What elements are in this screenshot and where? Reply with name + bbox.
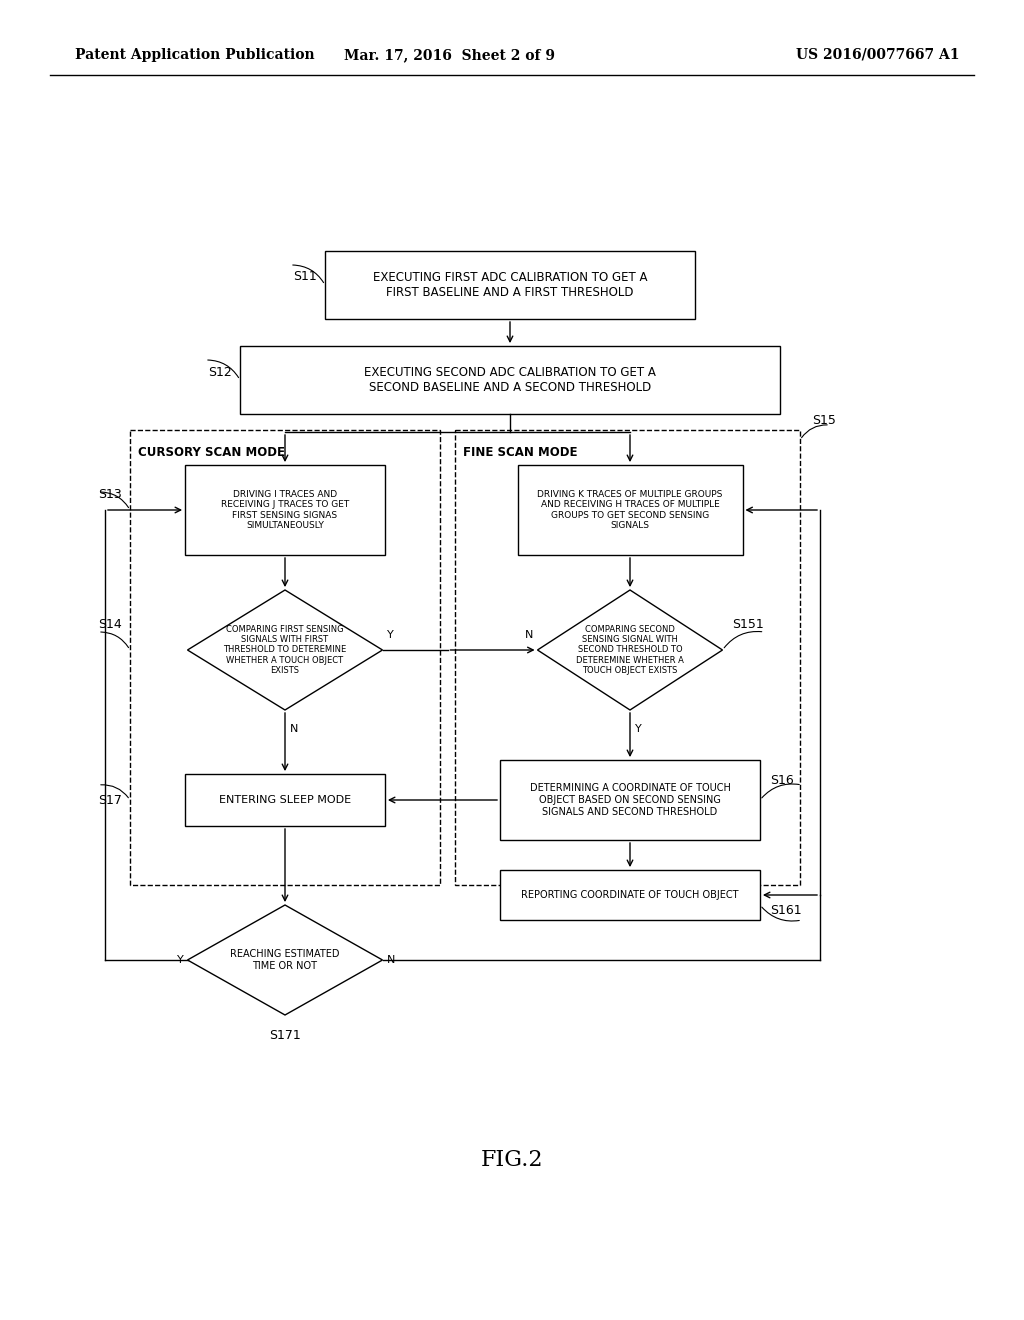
Text: N: N — [290, 723, 298, 734]
Text: REACHING ESTIMATED
TIME OR NOT: REACHING ESTIMATED TIME OR NOT — [230, 949, 340, 970]
Text: S13: S13 — [98, 488, 122, 502]
Polygon shape — [538, 590, 723, 710]
Text: Y: Y — [386, 630, 393, 640]
FancyBboxPatch shape — [240, 346, 780, 414]
Polygon shape — [187, 906, 383, 1015]
FancyBboxPatch shape — [185, 465, 385, 554]
Text: CURSORY SCAN MODE: CURSORY SCAN MODE — [138, 446, 285, 459]
Text: FINE SCAN MODE: FINE SCAN MODE — [463, 446, 578, 459]
Text: EXECUTING FIRST ADC CALIBRATION TO GET A
FIRST BASELINE AND A FIRST THRESHOLD: EXECUTING FIRST ADC CALIBRATION TO GET A… — [373, 271, 647, 300]
Text: S11: S11 — [293, 271, 317, 284]
Text: COMPARING SECOND
SENSING SIGNAL WITH
SECOND THRESHOLD TO
DETEREMINE WHETHER A
TO: COMPARING SECOND SENSING SIGNAL WITH SEC… — [577, 624, 684, 676]
Text: S151: S151 — [732, 619, 764, 631]
Text: FIG.2: FIG.2 — [480, 1148, 544, 1171]
Text: ENTERING SLEEP MODE: ENTERING SLEEP MODE — [219, 795, 351, 805]
Text: EXECUTING SECOND ADC CALIBRATION TO GET A
SECOND BASELINE AND A SECOND THRESHOLD: EXECUTING SECOND ADC CALIBRATION TO GET … — [365, 366, 656, 393]
Text: COMPARING FIRST SENSING
SIGNALS WITH FIRST
THRESHOLD TO DETEREMINE
WHETHER A TOU: COMPARING FIRST SENSING SIGNALS WITH FIR… — [223, 624, 347, 676]
Text: Y: Y — [177, 954, 183, 965]
Text: S15: S15 — [812, 413, 836, 426]
Text: S14: S14 — [98, 619, 122, 631]
FancyBboxPatch shape — [500, 760, 760, 840]
Text: N: N — [525, 630, 534, 640]
Polygon shape — [187, 590, 383, 710]
Text: US 2016/0077667 A1: US 2016/0077667 A1 — [797, 48, 961, 62]
FancyBboxPatch shape — [185, 774, 385, 826]
Text: REPORTING COORDINATE OF TOUCH OBJECT: REPORTING COORDINATE OF TOUCH OBJECT — [521, 890, 738, 900]
Text: S17: S17 — [98, 793, 122, 807]
Text: S12: S12 — [208, 366, 232, 379]
Text: Patent Application Publication: Patent Application Publication — [75, 48, 314, 62]
Text: DRIVING I TRACES AND
RECEIVING J TRACES TO GET
FIRST SENSING SIGNAS
SIMULTANEOUS: DRIVING I TRACES AND RECEIVING J TRACES … — [221, 490, 349, 531]
FancyBboxPatch shape — [325, 251, 695, 319]
Text: S16: S16 — [770, 774, 794, 787]
Text: DRIVING K TRACES OF MULTIPLE GROUPS
AND RECEIVING H TRACES OF MULTIPLE
GROUPS TO: DRIVING K TRACES OF MULTIPLE GROUPS AND … — [538, 490, 723, 531]
Text: DETERMINING A COORDINATE OF TOUCH
OBJECT BASED ON SECOND SENSING
SIGNALS AND SEC: DETERMINING A COORDINATE OF TOUCH OBJECT… — [529, 783, 730, 817]
FancyBboxPatch shape — [517, 465, 742, 554]
FancyBboxPatch shape — [500, 870, 760, 920]
Text: Mar. 17, 2016  Sheet 2 of 9: Mar. 17, 2016 Sheet 2 of 9 — [344, 48, 555, 62]
Text: N: N — [386, 954, 395, 965]
Text: S161: S161 — [770, 903, 802, 916]
Text: Y: Y — [635, 723, 642, 734]
Text: S171: S171 — [269, 1030, 301, 1041]
